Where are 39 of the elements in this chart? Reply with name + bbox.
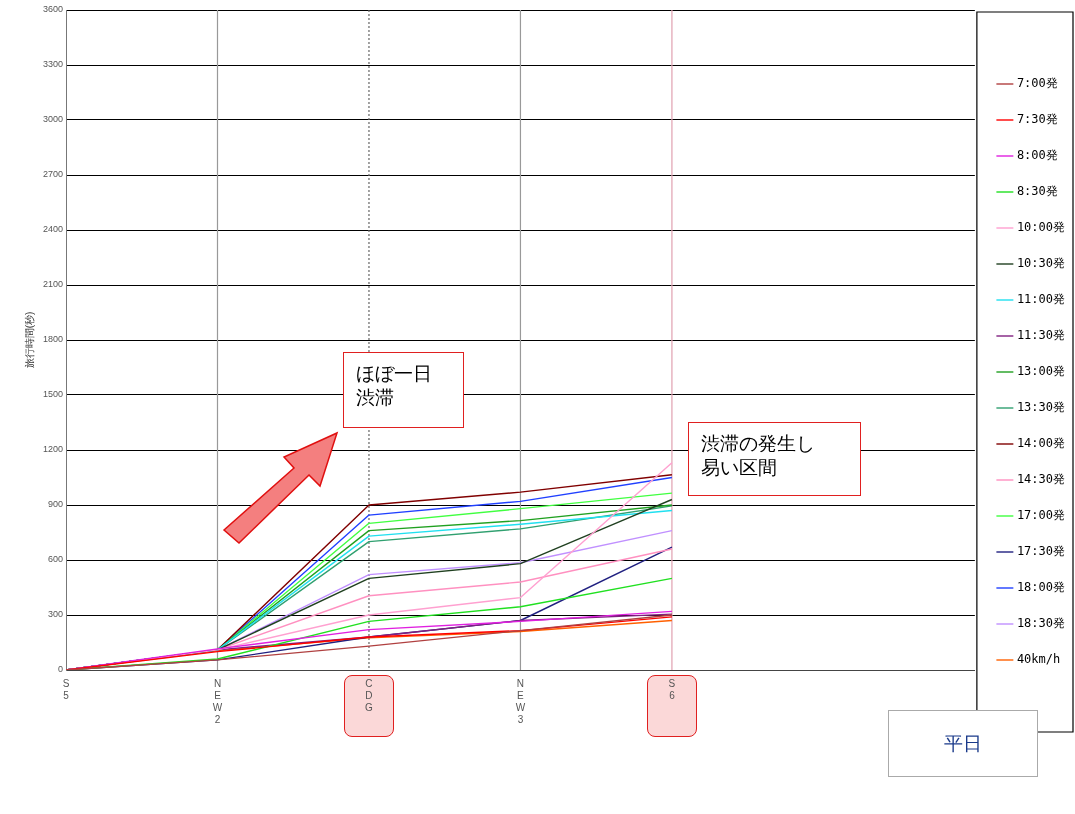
legend-label: 13:00発 (1016, 364, 1065, 379)
legend-label: 17:30発 (1016, 544, 1065, 559)
legend-label: 14:30発 (1016, 472, 1065, 487)
y-tick-label: 1200 (42, 444, 64, 455)
legend-label: 18:00発 (1016, 580, 1065, 595)
y-tick-label: 900 (47, 499, 64, 510)
y-tick-label: 1500 (42, 389, 64, 400)
y-tick-label: 3600 (42, 4, 64, 15)
y-tick-label: 1800 (42, 334, 64, 345)
x-tick-label: NEW2 (212, 677, 223, 725)
legend-label: 14:00発 (1016, 436, 1065, 451)
text: 平日 (888, 710, 1038, 777)
legend-label: 11:30発 (1016, 328, 1065, 343)
legend-label: 18:30発 (1016, 616, 1065, 631)
y-tick-label: 300 (47, 609, 64, 620)
y-tick-label: 0 (58, 664, 64, 675)
legend-label: 11:00発 (1016, 292, 1065, 307)
x-tick-label: NEW3 (515, 677, 526, 725)
legend-label: 8:00発 (1016, 148, 1058, 163)
y-axis-title: 旅行時間(秒) (23, 311, 35, 369)
legend-label: 17:00発 (1016, 508, 1065, 523)
legend-label: 40km/h (1016, 652, 1061, 667)
y-tick-label: 2700 (42, 169, 64, 180)
x-tick-label: S6 (668, 677, 676, 701)
legend-label: 10:00発 (1016, 220, 1065, 235)
annotation: 渋滞の発生し易い区間 (701, 431, 816, 479)
y-tick-label: 3000 (42, 114, 64, 125)
y-tick-label: 600 (47, 554, 64, 565)
x-tick-label: S5 (62, 677, 70, 701)
x-tick-label: CDG (365, 677, 374, 713)
y-tick-label: 3300 (42, 59, 64, 70)
legend-label: 13:30発 (1016, 400, 1065, 415)
annotation: ほぼ一日渋滞 (356, 361, 433, 409)
legend-label: 7:00発 (1016, 76, 1058, 91)
legend-label: 7:30発 (1016, 112, 1058, 127)
legend-label: 10:30発 (1016, 256, 1065, 271)
legend-label: 8:30発 (1016, 184, 1058, 199)
y-tick-label: 2100 (42, 279, 64, 290)
y-tick-label: 2400 (42, 224, 64, 235)
